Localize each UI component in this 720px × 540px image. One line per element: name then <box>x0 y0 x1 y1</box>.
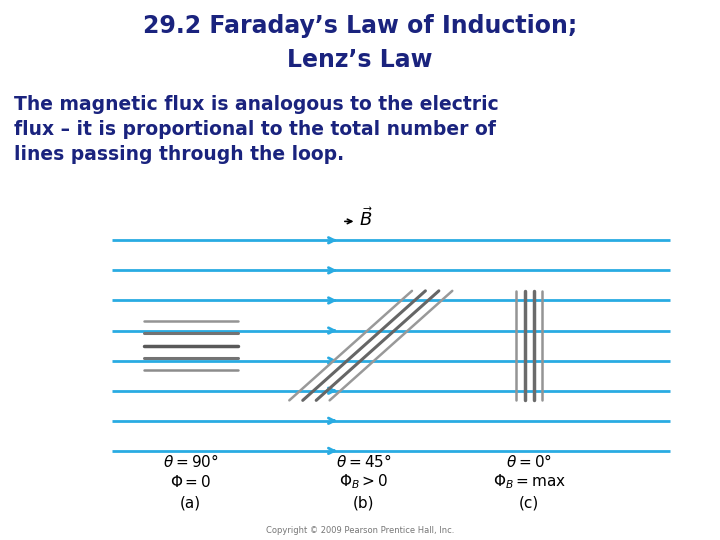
Text: $\vec{B}$: $\vec{B}$ <box>359 207 373 230</box>
Text: flux – it is proportional to the total number of: flux – it is proportional to the total n… <box>14 120 496 139</box>
Text: (c): (c) <box>519 496 539 511</box>
Text: (a): (a) <box>180 496 202 511</box>
Text: (b): (b) <box>353 496 374 511</box>
Text: $\theta = 0°$: $\theta = 0°$ <box>506 453 552 470</box>
Text: $\Phi_B = \mathrm{max}$: $\Phi_B = \mathrm{max}$ <box>492 472 566 491</box>
Text: The magnetic flux is analogous to the electric: The magnetic flux is analogous to the el… <box>14 94 499 113</box>
Text: $\Phi = 0$: $\Phi = 0$ <box>170 474 212 490</box>
Text: lines passing through the loop.: lines passing through the loop. <box>14 145 345 164</box>
Text: $\Phi_B > 0$: $\Phi_B > 0$ <box>339 472 388 491</box>
Text: Copyright © 2009 Pearson Prentice Hall, Inc.: Copyright © 2009 Pearson Prentice Hall, … <box>266 526 454 535</box>
Text: 29.2 Faraday’s Law of Induction;: 29.2 Faraday’s Law of Induction; <box>143 14 577 37</box>
Text: $\theta = 90°$: $\theta = 90°$ <box>163 453 219 470</box>
Text: Lenz’s Law: Lenz’s Law <box>287 48 433 71</box>
Text: $\theta = 45°$: $\theta = 45°$ <box>336 453 392 470</box>
